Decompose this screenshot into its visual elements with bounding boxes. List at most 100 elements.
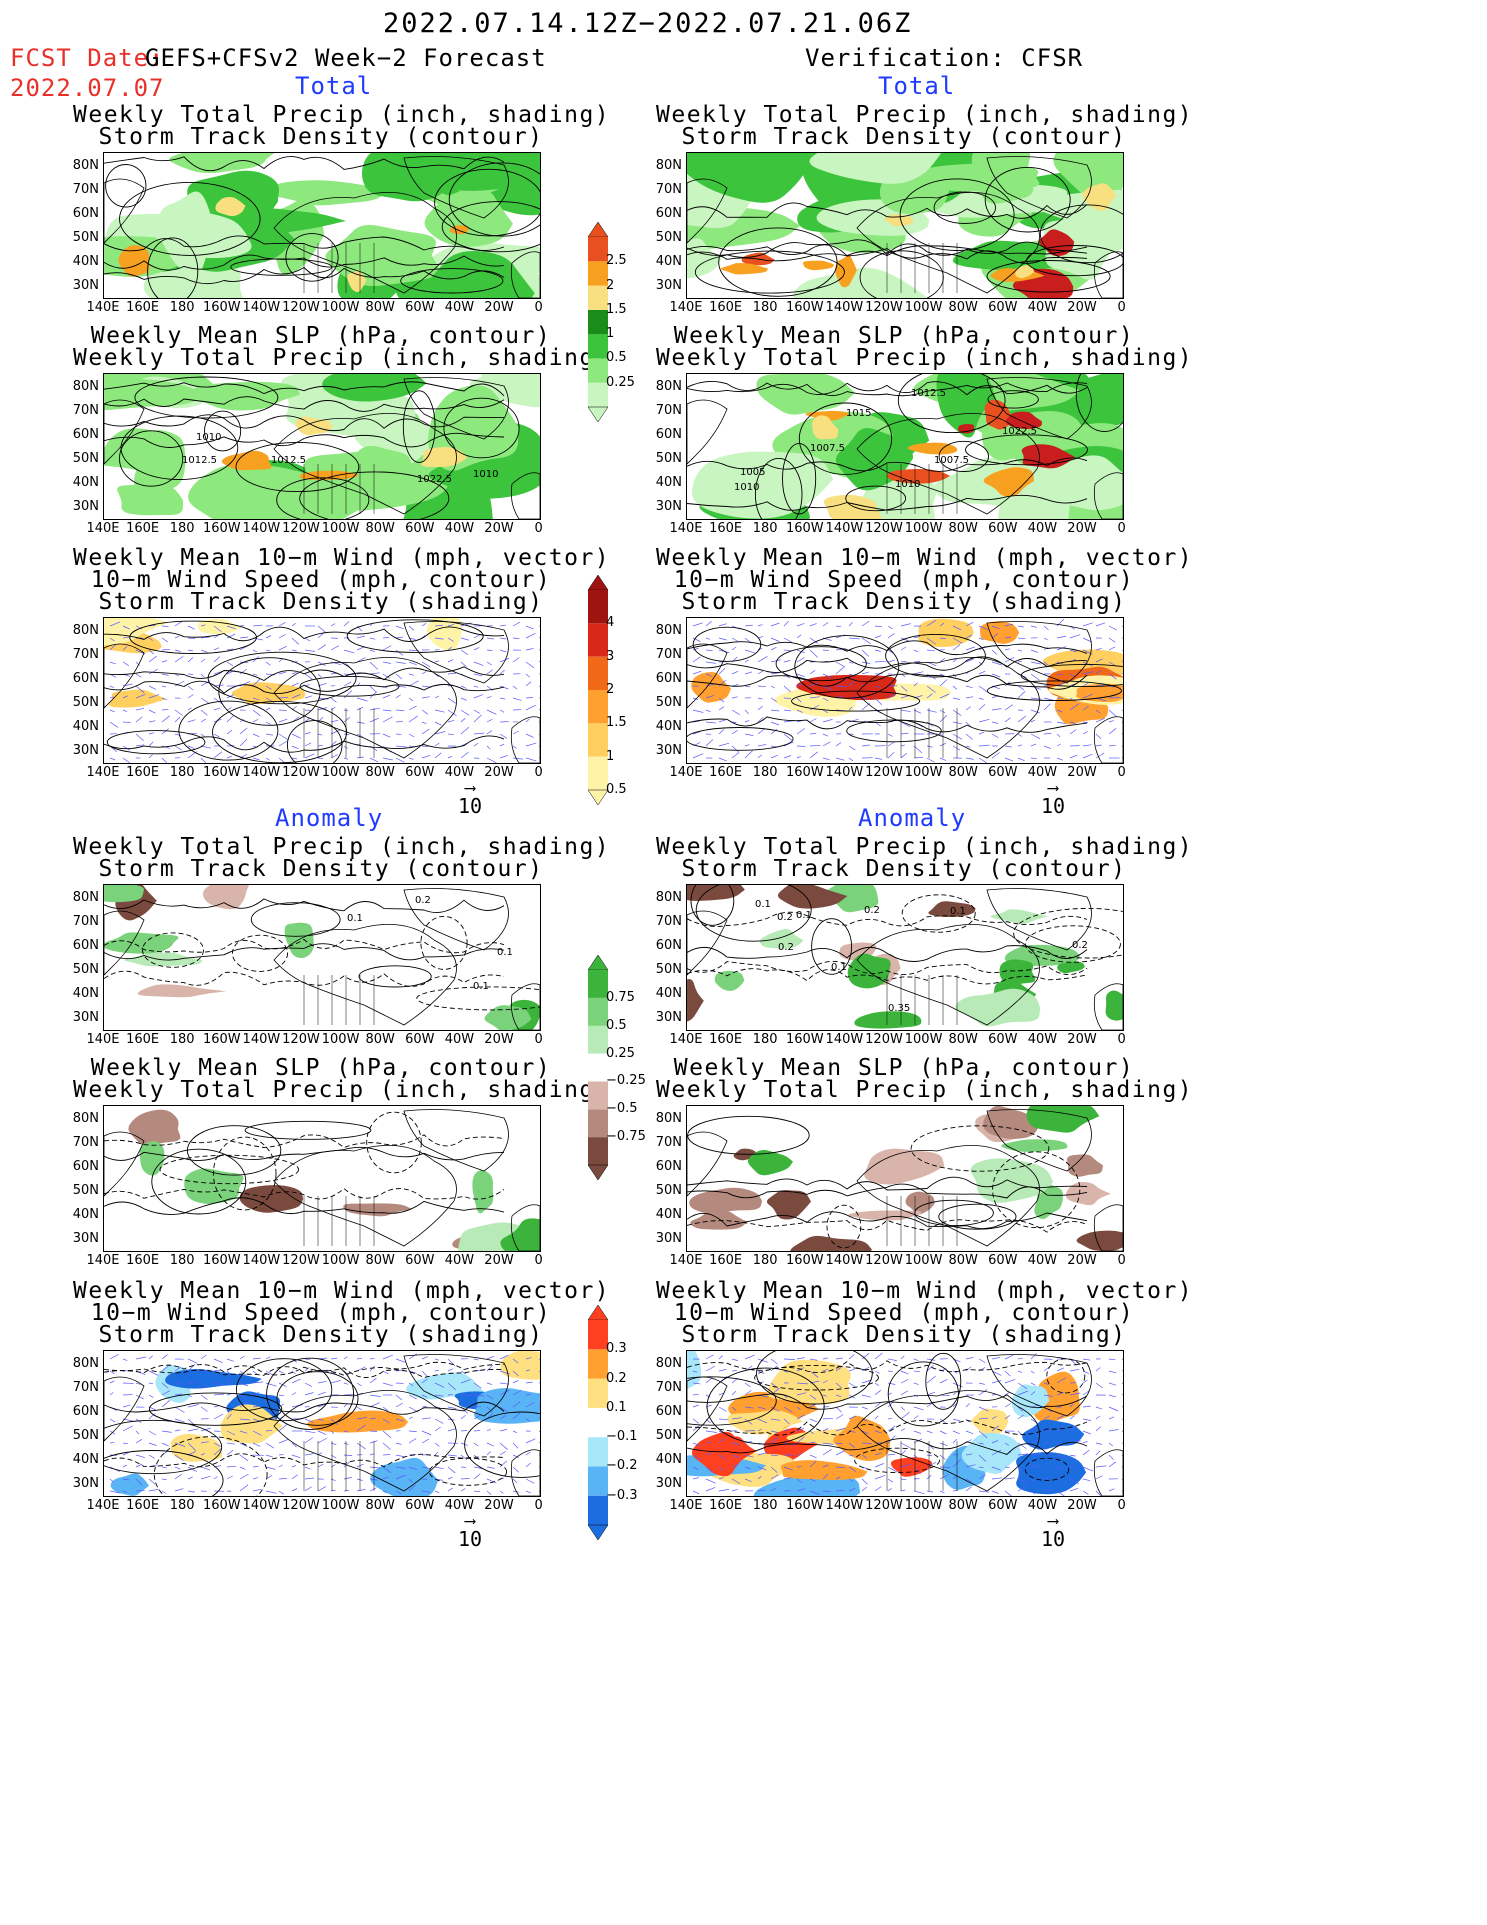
- contour-line: [212, 1136, 277, 1211]
- wind-vector: [434, 1394, 444, 1397]
- wind-vector: [991, 1466, 1001, 1471]
- wind-vector: [1056, 1466, 1064, 1470]
- wind-vector: [447, 659, 454, 663]
- wind-vector: [1121, 1430, 1123, 1432]
- anom-shade: [1067, 1154, 1104, 1177]
- lon-tick-label: 160W: [785, 1032, 824, 1047]
- wind-vector: [122, 1425, 133, 1432]
- anom-shade: [766, 1190, 811, 1220]
- wind-vector: [1030, 1426, 1037, 1432]
- storm-anom-shade: [833, 1415, 891, 1462]
- colorbar-storm_anom: [588, 1305, 608, 1540]
- wind-vector: [278, 740, 288, 747]
- wind-vector: [226, 661, 234, 667]
- wind-vector: [135, 733, 144, 741]
- lon-tick-label: 0: [534, 765, 543, 780]
- wind-vector: [796, 1427, 805, 1432]
- wind-vector: [1108, 1416, 1115, 1420]
- contour-label: 1005: [740, 467, 765, 478]
- wind-vector: [473, 1394, 485, 1397]
- wind-vector: [239, 727, 248, 735]
- storm-anom-shade: [370, 1457, 439, 1496]
- wind-vector: [796, 1392, 807, 1396]
- lat-tick-label: 40N: [655, 1207, 682, 1222]
- wind-vector: [861, 1454, 868, 1459]
- wind-vector: [135, 1382, 141, 1385]
- section-total-right: Total: [878, 72, 956, 100]
- wind-vector: [952, 697, 960, 700]
- colorbar-label: 0.1: [606, 1400, 627, 1415]
- wind-vector: [135, 673, 142, 678]
- wind-vector: [926, 1364, 934, 1372]
- lon-tick-label: 60W: [988, 1253, 1018, 1268]
- map-plot: [687, 1351, 1123, 1496]
- wind-vector: [991, 1356, 1001, 1360]
- colorbar-swatch: [588, 1109, 608, 1138]
- wind-vector: [512, 1412, 521, 1420]
- wind-vector: [705, 1365, 716, 1372]
- wind-vector: [978, 697, 984, 700]
- wind-vector: [1069, 1487, 1079, 1492]
- lat-tick-label: 50N: [655, 695, 682, 710]
- lon-tick-label: 20W: [484, 1032, 514, 1047]
- wind-vector: [848, 681, 855, 687]
- wind-vector: [692, 720, 700, 723]
- vector-reference: ⟶ 10: [440, 780, 500, 819]
- wind-vector: [1082, 1440, 1088, 1444]
- wind-vector: [486, 1490, 492, 1496]
- colorbar-label: 2.5: [606, 253, 627, 268]
- wind-vector: [148, 754, 153, 759]
- lon-tick-label: 0: [1117, 521, 1126, 536]
- storm-shade: [108, 689, 166, 708]
- wind-vector: [757, 624, 763, 627]
- colorbar-swatch: [588, 1437, 608, 1467]
- wind-vector: [317, 1418, 324, 1421]
- wind-vector: [278, 696, 289, 699]
- wind-vector: [135, 1489, 145, 1492]
- wind-vector: [744, 659, 750, 663]
- wind-vector: [796, 673, 805, 678]
- wind-vector: [200, 658, 206, 663]
- wind-vector: [434, 1358, 440, 1361]
- wind-vector: [1108, 1442, 1114, 1447]
- wind-vector: [499, 1451, 506, 1456]
- wind-vector: [317, 661, 326, 666]
- lat-tick-label: 80N: [655, 1111, 682, 1126]
- wind-vector: [421, 1370, 428, 1377]
- precip-heavy: [118, 245, 150, 277]
- wind-vector: [187, 719, 196, 723]
- wind-vector: [278, 1403, 284, 1408]
- contour-line: [276, 1371, 359, 1426]
- contour-label: 0.1: [796, 910, 812, 921]
- wind-vector: [965, 1486, 972, 1492]
- wind-vector: [343, 1394, 355, 1396]
- wind-vector: [395, 1402, 403, 1408]
- wind-vector: [822, 1368, 829, 1372]
- contour-line: [987, 390, 1039, 409]
- wind-vector: [926, 1461, 937, 1468]
- wind-vector: [317, 644, 327, 651]
- wind-vector: [1095, 752, 1105, 759]
- wind-vector: [1121, 1370, 1123, 1372]
- wind-vector: [538, 697, 540, 699]
- precip-heavy: [1015, 265, 1035, 279]
- contour-line: [754, 1364, 879, 1391]
- coastline: [1093, 251, 1123, 298]
- lon-tick-label: 160E: [709, 1032, 743, 1047]
- wind-vector: [382, 694, 391, 699]
- panel-title-obs-2-0: Weekly Mean 10−m Wind (mph, vector): [656, 545, 1194, 571]
- wind-vector: [913, 635, 921, 639]
- storm-shade: [918, 618, 974, 647]
- wind-vector: [692, 753, 704, 759]
- lon-tick-label: 100W: [321, 1032, 360, 1047]
- wind-vector: [1056, 673, 1063, 676]
- wind-vector: [473, 647, 480, 651]
- wind-vector: [1043, 1465, 1049, 1468]
- wind-vector: [1121, 660, 1123, 663]
- wind-vector: [486, 1394, 494, 1400]
- lon-tick-label: 160E: [709, 765, 743, 780]
- wind-vector: [1069, 1415, 1075, 1420]
- wind-vector: [148, 1489, 159, 1492]
- wind-vector: [486, 1355, 495, 1360]
- lon-tick-label: 80W: [365, 1498, 395, 1513]
